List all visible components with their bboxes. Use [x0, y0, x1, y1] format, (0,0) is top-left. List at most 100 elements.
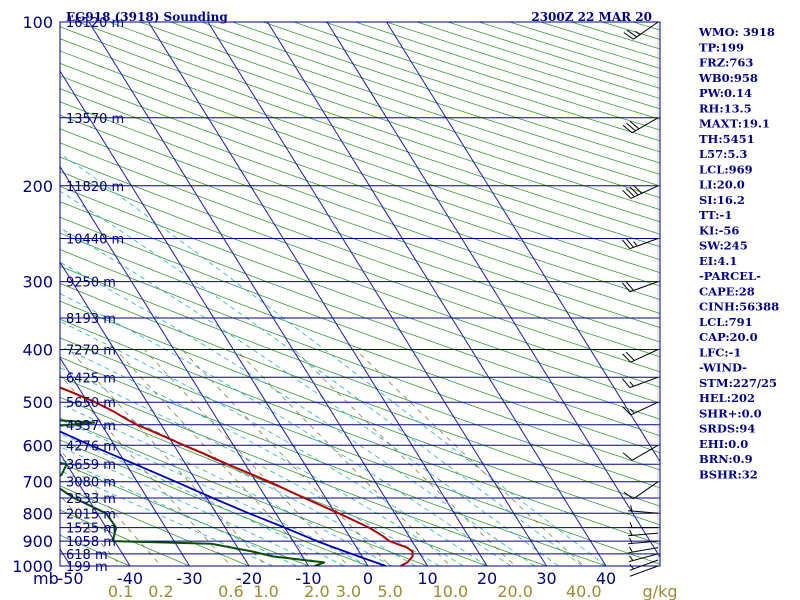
index-line: LI:20.0: [699, 178, 745, 192]
height-label: 7270 m: [66, 344, 116, 359]
wind-barb: [628, 529, 659, 537]
mixing-ratio-line: [60, 449, 162, 566]
index-line: RH:13.5: [699, 101, 752, 115]
index-line: HEL:202: [699, 391, 755, 405]
pressure-tick-label: 800: [22, 504, 53, 523]
height-label: 13570 m: [66, 112, 124, 127]
temperature-trace: [60, 386, 414, 566]
temperature-tick-label: -10: [295, 569, 321, 588]
height-label: 618 m: [66, 548, 108, 563]
height-label: 8193 m: [66, 312, 116, 327]
dry-adiabat: [60, 249, 660, 471]
dry-adiabat: [60, 509, 191, 566]
mixing-ratio-label: 0.1: [108, 582, 133, 600]
height-label: 5650 m: [66, 396, 116, 411]
mixing-ratio-line: [235, 349, 451, 566]
isotherm: [386, 22, 660, 463]
moist-adiabat: [60, 190, 583, 566]
dry-adiabat: [60, 156, 660, 373]
wind-barb: [629, 565, 659, 577]
isotherm: [88, 22, 429, 566]
height-labels: 16120 m 13570 m 11820 m 10440 m 9250 m 8193 m…: [66, 16, 124, 575]
pressure-unit-label: mb: [33, 569, 59, 588]
mixing-ratio-line: [355, 349, 585, 566]
mixing-ratio-label: 10.0: [433, 582, 469, 600]
dry-adiabat: [60, 62, 660, 274]
dry-adiabat: [60, 485, 251, 566]
temperature-tick-label: 10: [417, 569, 437, 588]
plot-area: [60, 22, 660, 566]
dewpoint-trace: [60, 419, 326, 566]
height-label: 1058 m: [66, 535, 116, 550]
index-line: BRN:0.9: [699, 452, 753, 466]
isotherm: [60, 165, 310, 566]
moist-adiabat: [60, 433, 345, 566]
height-label: 199 m: [66, 560, 108, 575]
wind-barb: [621, 376, 659, 389]
index-line: LCL:969: [699, 162, 753, 176]
temperature-tick-label: -40: [117, 569, 143, 588]
height-label: 11820 m: [66, 180, 124, 195]
isotherm: [60, 356, 191, 566]
mixing-ratio-unit-label: g/kg: [643, 582, 678, 600]
wind-barb: [622, 401, 659, 416]
dry-adiabat: [60, 128, 660, 343]
mixing-ratio-label: 5.0: [377, 582, 402, 600]
pressure-tick-label: 1000: [12, 557, 53, 576]
wind-barb: [629, 559, 659, 571]
isotherm: [148, 22, 488, 566]
dry-adiabat: [60, 201, 660, 420]
dry-adiabat: [60, 396, 489, 566]
profile-layer: [60, 386, 414, 566]
index-line: WMO: 3918: [698, 25, 775, 39]
dry-adiabat: [60, 186, 660, 404]
temperature-tick-label: 30: [536, 569, 556, 588]
wind-barb: [622, 444, 659, 461]
chart-title-right: 2300Z 22 MAR 20: [531, 10, 652, 24]
index-line: SI:16.2: [699, 193, 745, 207]
height-label: 2533 m: [66, 492, 116, 507]
dry-adiabat: [60, 300, 660, 526]
index-line: -PARCEL-: [699, 269, 761, 283]
mixing-ratio-line: [115, 349, 318, 566]
index-line: CAPE:28: [699, 284, 755, 298]
wind-barb: [621, 238, 659, 250]
dry-adiabat: [60, 417, 429, 566]
dry-adiabat: [60, 50, 660, 261]
dry-adiabat: [60, 142, 660, 358]
wind-barb: [623, 481, 659, 500]
isotherm: [326, 22, 660, 559]
wind-barbs: [621, 21, 659, 577]
isotherm: [60, 261, 250, 566]
mixing-ratio-label: 20.0: [497, 582, 533, 600]
index-line: EHI:0.0: [699, 437, 748, 451]
index-line: BSHR:32: [699, 467, 758, 481]
index-line: -WIND-: [699, 361, 747, 375]
pressure-tick-label: 300: [22, 273, 53, 292]
height-label: 2015 m: [66, 507, 116, 522]
index-line: EI:4.1: [699, 254, 737, 268]
mixing-ratio-line: [181, 349, 391, 566]
index-line: TT:-1: [699, 208, 732, 222]
index-line: WB0:958: [698, 71, 758, 85]
dry-adiabat: [60, 171, 660, 388]
height-label: 4276 m: [66, 439, 116, 454]
height-label: 4937 m: [66, 419, 116, 434]
index-line: SW:245: [699, 239, 748, 253]
grid-layer: [60, 22, 660, 566]
temperature-tick-label: 40: [596, 569, 616, 588]
temperature-tick-label: -50: [57, 569, 83, 588]
temperature-tick-label: 0: [363, 569, 373, 588]
wind-barb: [623, 21, 659, 40]
parcel-trace: [60, 430, 387, 566]
mixing-ratio-label: 0.2: [148, 582, 173, 600]
height-label: 3080 m: [66, 476, 116, 491]
pressure-tick-label: 500: [22, 393, 53, 412]
moist-adiabat: [60, 367, 440, 566]
index-line: L57:5.3: [699, 147, 747, 161]
dry-adiabat: [60, 232, 660, 454]
mixing-ratio-label: 1.0: [253, 582, 278, 600]
